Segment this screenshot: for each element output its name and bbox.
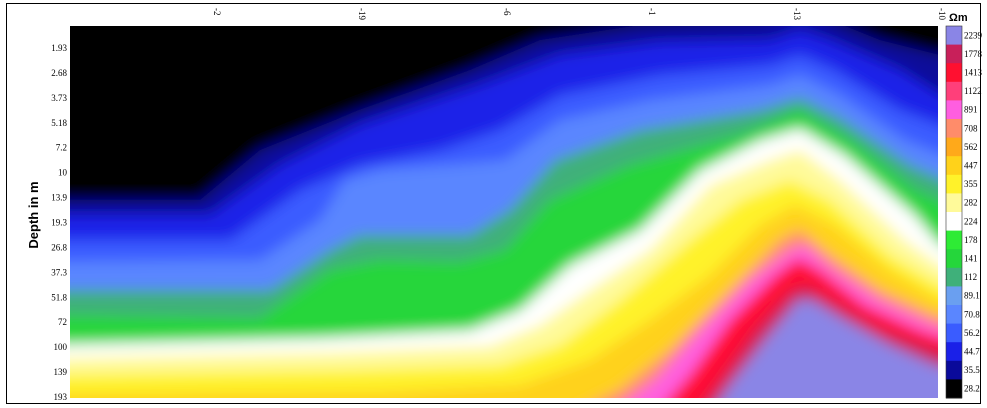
colorbar-swatch [946,286,962,306]
depth-tick-label: 10 [58,168,68,178]
colorbar-outline [945,25,963,399]
colorbar-swatch [946,63,962,83]
colorbar-label: 562 [964,142,978,152]
colorbar-label: 2239 [964,30,983,40]
y-axis-title: Depth in m [26,181,41,248]
colorbar-label: 70.8 [964,309,980,319]
colorbar-swatch [946,137,962,157]
depth-tick-label: 3.73 [51,93,67,103]
colorbar-swatch [946,230,962,250]
colorbar-label: 1122 [964,86,982,96]
colorbar-label: 35.5 [964,365,980,375]
colorbar-swatch [946,249,962,269]
colorbar-label: 44.7 [964,347,980,357]
colorbar-label: 141 [964,254,978,264]
colorbar-label: 1413 [964,68,983,78]
colorbar-swatch [946,44,962,64]
colorbar-label: 89.1 [964,291,980,301]
depth-tick-label: 193 [54,392,68,402]
top-tick-label: -10 [937,8,947,20]
colorbar-swatch [946,100,962,120]
depth-tick-label: 100 [54,342,68,352]
top-tick-label: -1 [647,8,657,16]
colorbar: 2239 1778 1413 1122 891 708 562 447 355 282 224 178… [945,25,983,399]
colorbar-swatch [946,193,962,213]
colorbar-swatch [946,342,962,362]
colorbar-label: 282 [964,198,978,208]
colorbar-label: 708 [964,123,978,133]
top-tick-label: -6 [502,8,512,16]
colorbar-label: 447 [964,161,978,171]
colorbar-swatch [946,267,962,287]
depth-tick-label: 37.3 [51,267,67,277]
colorbar-swatch [946,212,962,232]
depth-tick-label: 1.93 [51,43,67,53]
band-2239 [720,300,938,398]
colorbar-unit: Ωm [949,12,968,24]
colorbar-label: 28.2 [964,384,980,394]
depth-tick-label: 19.3 [51,218,67,228]
resistivity-section [70,26,938,398]
depth-tick-labels: 1.93 2.68 3.73 5.18 7.2 10 13.9 19.3 26.8 37.3 51.… [51,43,67,402]
depth-tick-label: 139 [54,367,68,377]
depth-tick-label: 72 [58,317,67,327]
colorbar-label: 224 [964,216,978,226]
colorbar-label: 355 [964,179,978,189]
colorbar-label: 56.2 [964,328,980,338]
colorbar-swatch [946,174,962,194]
top-tick-label: -2 [212,8,222,16]
colorbar-swatch [946,379,962,399]
top-tick-label: -19 [357,8,367,20]
colorbar-label: 891 [964,105,978,115]
top-tick-labels: -2 -19 -6 -1 -13 -10 [212,8,947,20]
depth-tick-label: 26.8 [51,242,67,252]
colorbar-swatch [946,156,962,176]
depth-tick-label: 7.2 [56,143,67,153]
colorbar-swatch [946,119,962,139]
colorbar-swatch [946,81,962,101]
colorbar-swatch [946,305,962,325]
colorbar-swatch [946,26,962,46]
depth-tick-label: 13.9 [51,193,67,203]
colorbar-label: 112 [964,272,977,282]
depth-tick-label: 2.68 [51,68,67,78]
colorbar-label: 178 [964,235,978,245]
colorbar-label: 1778 [964,49,983,59]
depth-tick-label: 51.8 [51,292,67,302]
depth-tick-label: 5.18 [51,118,67,128]
colorbar-swatch [946,323,962,343]
top-tick-label: -13 [792,8,802,20]
colorbar-swatch [946,360,962,380]
